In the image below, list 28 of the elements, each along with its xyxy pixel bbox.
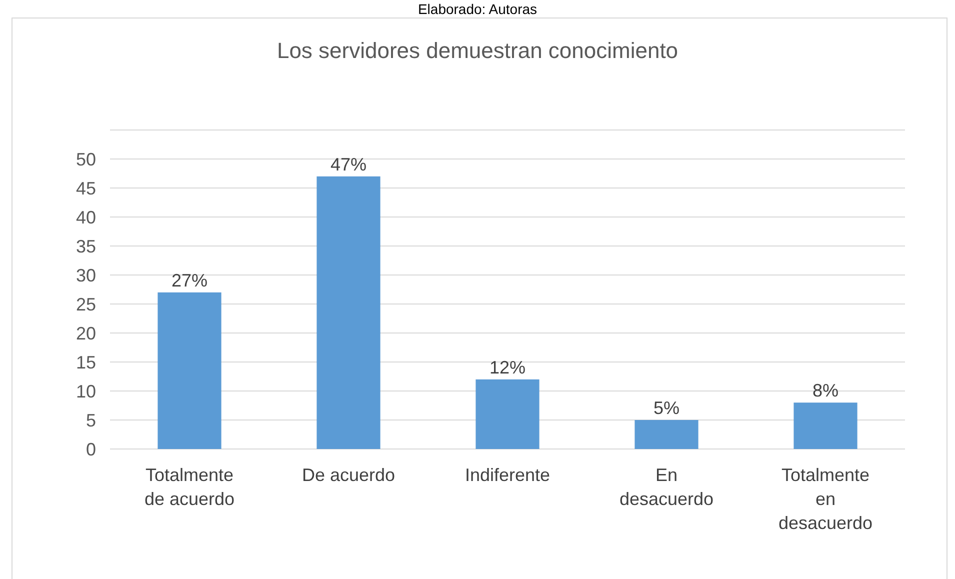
y-tick-label: 35 [76, 236, 96, 256]
x-tick-label: Totalmente en desacuerdo [778, 465, 873, 533]
y-tick-label: 15 [76, 352, 96, 372]
chart-title: Los servidores demuestran conocimiento [276, 38, 678, 63]
y-tick-label: 30 [76, 265, 96, 286]
y-tick-label: 20 [76, 323, 96, 344]
x-tick-label: Indiferente [464, 465, 550, 485]
y-tick-label: 50 [76, 149, 96, 170]
y-tick-label: 40 [76, 207, 96, 228]
x-tick-label: De acuerdo [302, 465, 396, 485]
data-label: 8% [812, 380, 839, 401]
x-tick-label: Totalmente de acuerdo [144, 465, 235, 509]
bar [158, 292, 222, 449]
data-label: 27% [171, 270, 208, 290]
bar [634, 420, 698, 449]
bar [476, 379, 540, 449]
y-tick-label: 25 [76, 294, 96, 314]
y-tick-label: 10 [76, 381, 96, 402]
text: Elaborado: Autoras [418, 1, 538, 17]
data-label: 12% [489, 357, 526, 378]
y-tick-label: 5 [86, 410, 96, 430]
x-tick-label: En desacuerdo [619, 465, 714, 509]
y-tick-label: 45 [76, 178, 96, 198]
data-label: 47% [330, 154, 367, 174]
bar [316, 176, 380, 449]
data-label: 5% [653, 398, 680, 418]
y-tick-label: 0 [86, 439, 96, 460]
bar [794, 402, 858, 449]
